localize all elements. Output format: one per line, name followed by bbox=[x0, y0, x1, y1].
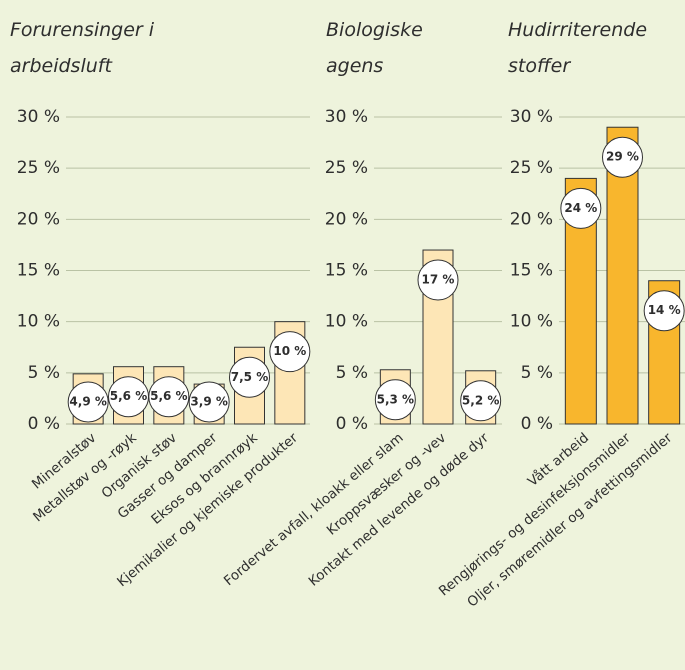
value-label: 24 % bbox=[564, 201, 597, 215]
y-tick-label: 5 % bbox=[28, 363, 60, 383]
y-tick-label: 10 % bbox=[325, 312, 368, 332]
y-tick-label: 15 % bbox=[510, 261, 553, 281]
chart: 0 %5 %10 %15 %20 %25 %30 %4,9 %Mineralst… bbox=[0, 0, 685, 670]
y-tick-label: 25 % bbox=[17, 158, 60, 178]
y-tick-label: 10 % bbox=[17, 312, 60, 332]
value-label: 5,3 % bbox=[377, 392, 414, 406]
y-tick-label: 20 % bbox=[325, 209, 368, 229]
value-label: 10 % bbox=[273, 344, 306, 358]
y-tick-label: 0 % bbox=[521, 414, 553, 434]
x-tick-label: Fordervet avfall, kloakk eller slam bbox=[221, 430, 407, 589]
y-tick-label: 20 % bbox=[17, 209, 60, 229]
value-label: 5,6 % bbox=[110, 389, 147, 403]
y-tick-label: 5 % bbox=[336, 363, 368, 383]
page: Forurensinger i arbeidsluft Biologiske a… bbox=[0, 0, 685, 670]
y-tick-label: 15 % bbox=[17, 261, 60, 281]
y-tick-label: 0 % bbox=[28, 414, 60, 434]
y-tick-label: 5 % bbox=[521, 363, 553, 383]
y-tick-label: 10 % bbox=[510, 312, 553, 332]
value-label: 14 % bbox=[648, 303, 681, 317]
value-label: 17 % bbox=[422, 273, 455, 287]
y-tick-label: 30 % bbox=[325, 107, 368, 127]
value-label: 3,9 % bbox=[190, 395, 227, 409]
y-tick-label: 0 % bbox=[336, 414, 368, 434]
y-tick-label: 25 % bbox=[510, 158, 553, 178]
y-tick-label: 30 % bbox=[510, 107, 553, 127]
y-tick-label: 25 % bbox=[325, 158, 368, 178]
value-label: 7,5 % bbox=[231, 370, 268, 384]
value-label: 5,2 % bbox=[462, 393, 499, 407]
y-tick-label: 15 % bbox=[325, 261, 368, 281]
value-label: 5,6 % bbox=[150, 389, 187, 403]
value-label: 29 % bbox=[606, 150, 639, 164]
y-tick-label: 30 % bbox=[17, 107, 60, 127]
y-tick-label: 20 % bbox=[510, 209, 553, 229]
value-label: 4,9 % bbox=[69, 395, 106, 409]
